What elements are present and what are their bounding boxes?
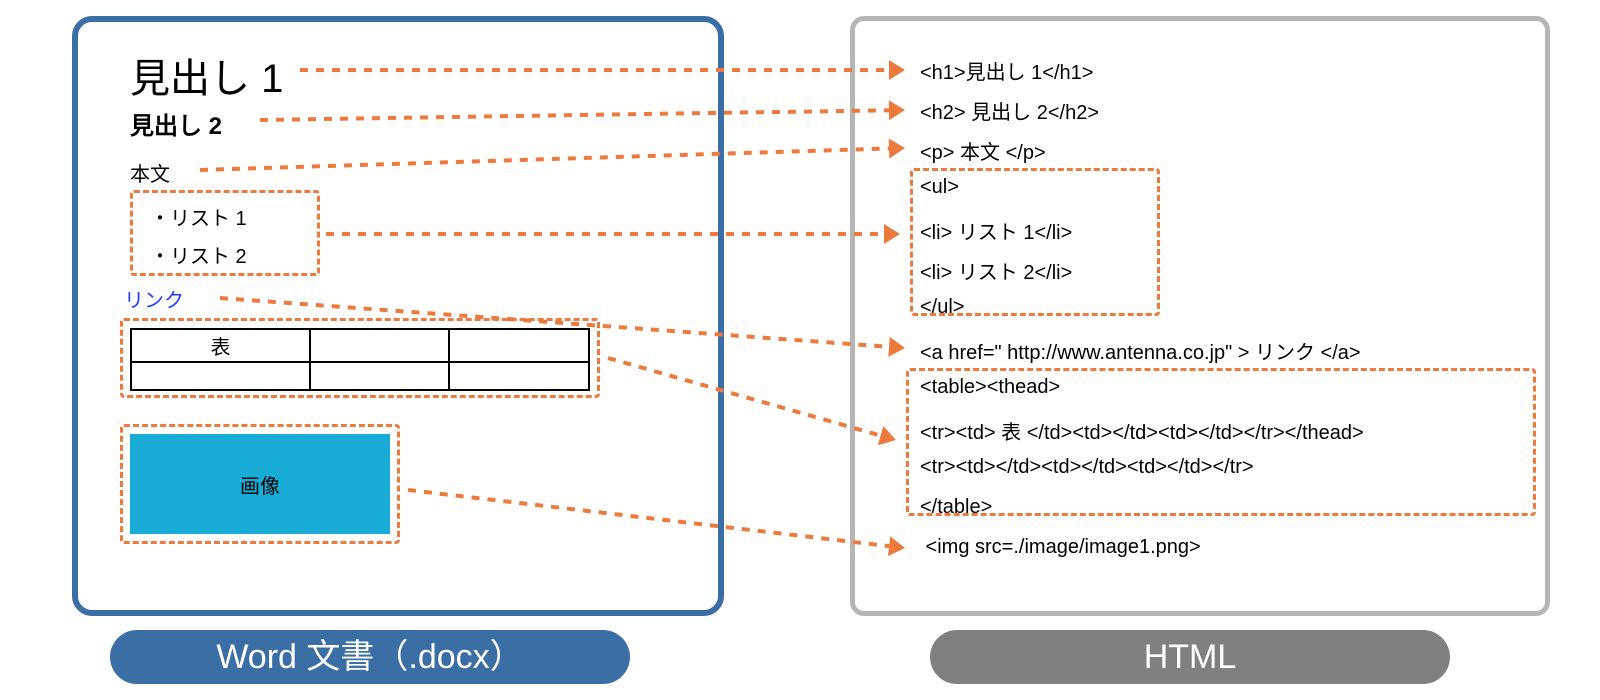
html-code-line: <p> 本文 </p> (920, 136, 1046, 165)
word-heading-1: 見出し 1 (130, 46, 283, 104)
html-code-line: <a href=" http://www.antenna.co.jp" > リン… (920, 336, 1361, 365)
word-body-text: 本文 (130, 158, 170, 187)
html-caption-label: HTML (1144, 638, 1237, 676)
word-list-item-2: ・リスト 2 (150, 240, 247, 269)
word-image-placeholder: 画像 (130, 434, 390, 534)
html-code-line: <h1>見出し 1</h1> (920, 56, 1093, 85)
word-image-label: 画像 (240, 470, 280, 499)
word-table-cell (449, 362, 589, 390)
html-code-line: <img src=./image/image1.png> (920, 536, 1201, 559)
word-table-cell (449, 329, 589, 362)
table-row (131, 362, 589, 390)
word-table-cell (310, 362, 450, 390)
html-ul-highlight-box (910, 168, 1160, 316)
word-caption-label: Word 文書（.docx） (216, 638, 523, 676)
word-hyperlink: リンク (124, 284, 184, 313)
word-caption-pill: Word 文書（.docx） (110, 630, 630, 684)
html-table-highlight-box (906, 368, 1536, 516)
html-caption-pill: HTML (930, 630, 1450, 684)
word-heading-2: 見出し 2 (130, 106, 222, 141)
word-table: 表 (130, 328, 590, 391)
word-table-header-cell: 表 (131, 329, 310, 362)
html-code-line: <h2> 見出し 2</h2> (920, 96, 1099, 125)
word-list-item-1: ・リスト 1 (150, 202, 247, 231)
diagram-stage: 見出し 1 見出し 2 本文 ・リスト 1 ・リスト 2 リンク 表 画像 <h… (0, 0, 1600, 700)
table-row: 表 (131, 329, 589, 362)
word-table-cell (131, 362, 310, 390)
word-table-cell (310, 329, 450, 362)
